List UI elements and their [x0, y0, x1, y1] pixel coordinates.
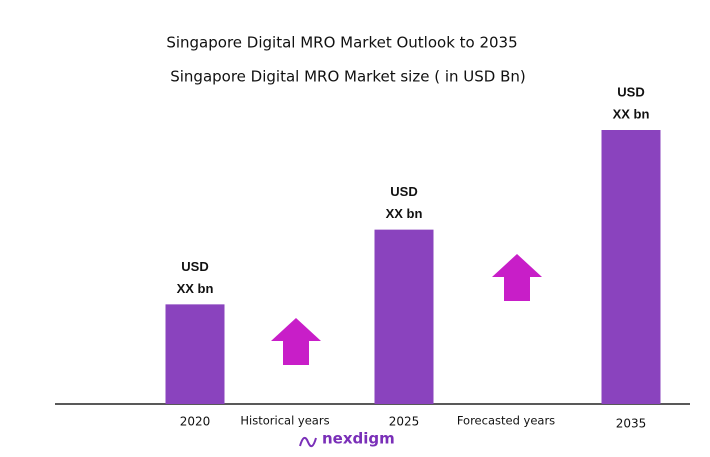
bar — [601, 130, 661, 404]
x-tick-label: 2025 — [389, 415, 420, 429]
x-tick-label: 2035 — [616, 417, 647, 431]
value-label: XX bn — [613, 106, 650, 121]
growth-arrow — [492, 254, 542, 301]
growth-arrow — [271, 318, 321, 365]
chart-subtitle: Singapore Digital MRO Market size ( in U… — [170, 68, 526, 86]
value-label: XX bn — [386, 206, 423, 221]
x-tick-label: 2020 — [180, 415, 211, 429]
logo: nexdigm — [322, 430, 395, 448]
chart-title: Singapore Digital MRO Market Outlook to … — [166, 34, 517, 52]
logo-icon — [299, 436, 317, 448]
value-label: USD — [181, 259, 208, 274]
value-label: USD — [390, 184, 417, 199]
value-label: USD — [617, 84, 644, 99]
annotation: Historical years — [240, 414, 329, 428]
value-label: XX bn — [177, 281, 214, 296]
annotation: Forecasted years — [457, 414, 555, 428]
bar — [374, 229, 434, 404]
bar — [165, 304, 225, 404]
